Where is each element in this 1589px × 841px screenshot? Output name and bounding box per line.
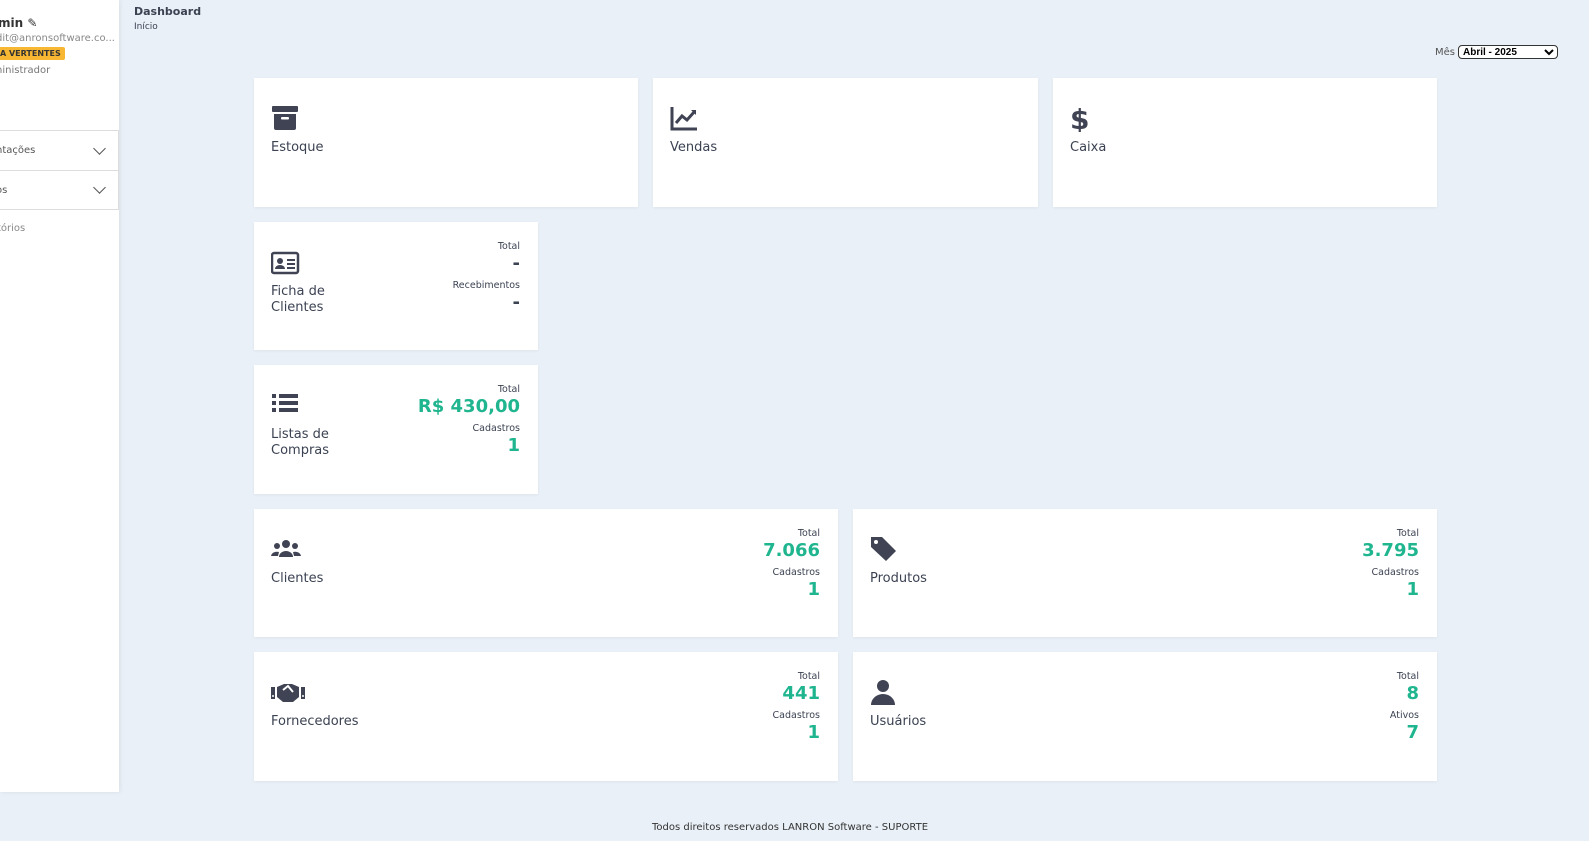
handshake-icon (271, 684, 305, 702)
stat-value: 441 (782, 683, 820, 704)
list-icon (272, 394, 298, 412)
card-stats: Total R$ 430,00 Cadastros 1 (418, 384, 520, 462)
user-name: min ✎ (0, 16, 38, 30)
chevron-down-icon (93, 141, 106, 155)
archive-icon (272, 106, 298, 130)
stat-label: Recebimentos (452, 280, 520, 291)
card-ficha-clientes[interactable]: Ficha de Clientes Total - Recebimentos - (254, 222, 538, 350)
tag-icon (871, 537, 896, 561)
stat-value: 1 (507, 435, 520, 456)
stat-label: Total (1396, 528, 1419, 539)
stat-value: 1 (1406, 579, 1419, 600)
card-listas-compras[interactable]: Listas de Compras Total R$ 430,00 Cadast… (254, 365, 538, 494)
card-stats: Total 8 Ativos 7 (1390, 671, 1419, 749)
stat-value: - (512, 253, 520, 274)
stat-label: Cadastros (472, 423, 520, 434)
card-title: Listas de Compras (271, 427, 330, 458)
card-estoque[interactable]: Estoque (254, 78, 638, 207)
card-title: Usuários (870, 714, 927, 729)
card-usuarios[interactable]: Usuários Total 8 Ativos 7 (853, 652, 1437, 781)
sidebar-item-relatorios[interactable]: tórios (0, 223, 26, 234)
card-vendas[interactable]: Vendas (653, 78, 1038, 207)
stat-label: Total (797, 528, 820, 539)
stat-value: 3.795 (1362, 540, 1419, 561)
stat-label: Total (497, 241, 520, 252)
stat-value: 1 (807, 579, 820, 600)
user-role: ninistrador (0, 65, 51, 76)
card-title: Estoque (271, 140, 324, 155)
sidebar-menu-item-2[interactable]: os (0, 170, 119, 210)
stat-label: Total (1396, 671, 1419, 682)
user-email: dit@anronsoftware.co... (0, 33, 115, 44)
id-card-icon (271, 251, 300, 275)
stat-value: 7.066 (763, 540, 820, 561)
stat-label: Cadastros (772, 567, 820, 578)
stat-label: Total (797, 671, 820, 682)
stat-label: Total (497, 384, 520, 395)
breadcrumb[interactable]: Início (134, 22, 158, 32)
page-title: Dashboard (134, 5, 202, 18)
card-title: Fornecedores (271, 714, 359, 729)
card-stats: Total - Recebimentos - (453, 241, 520, 319)
sidebar-menu-item-1[interactable]: ntações (0, 130, 119, 170)
card-stats: Total 3.795 Cadastros 1 (1362, 528, 1419, 606)
card-produtos[interactable]: Produtos Total 3.795 Cadastros 1 (853, 509, 1437, 637)
card-stats: Total 7.066 Cadastros 1 (763, 528, 820, 606)
edit-pencil-icon[interactable]: ✎ (27, 16, 38, 30)
stat-label: Cadastros (1371, 567, 1419, 578)
card-title: Ficha de Clientes (271, 284, 325, 315)
stat-label: Ativos (1389, 710, 1419, 721)
stat-value: 7 (1406, 722, 1419, 743)
card-stats: Total 441 Cadastros 1 (773, 671, 820, 749)
card-caixa[interactable]: $ Caixa (1053, 78, 1437, 207)
sidebar: min ✎ dit@anronsoftware.co... A VERTENTE… (0, 0, 119, 792)
stat-value: R$ 430,00 (417, 396, 520, 417)
svg-text:$: $ (1070, 104, 1089, 132)
card-clientes[interactable]: Clientes Total 7.066 Cadastros 1 (254, 509, 838, 637)
card-title: Caixa (1070, 140, 1107, 155)
users-icon (271, 540, 301, 557)
stat-label: Cadastros (772, 710, 820, 721)
card-title: Vendas (670, 140, 718, 155)
stat-value: 1 (807, 722, 820, 743)
chevron-down-icon (93, 181, 106, 194)
month-filter: Mês Abril - 2025 (1435, 45, 1558, 59)
card-title: Produtos (870, 571, 927, 586)
card-fornecedores[interactable]: Fornecedores Total 441 Cadastros 1 (254, 652, 838, 781)
card-title: Clientes (271, 571, 324, 586)
month-select[interactable]: Abril - 2025 (1458, 45, 1558, 59)
stat-value: - (512, 292, 520, 313)
dollar-icon: $ (1070, 104, 1089, 132)
stat-value: 8 (1406, 683, 1419, 704)
company-badge: A VERTENTES (0, 47, 65, 60)
footer: Todos direitos reservados LANRON Softwar… (651, 822, 929, 833)
user-icon (871, 680, 895, 705)
chart-line-icon (670, 107, 697, 131)
